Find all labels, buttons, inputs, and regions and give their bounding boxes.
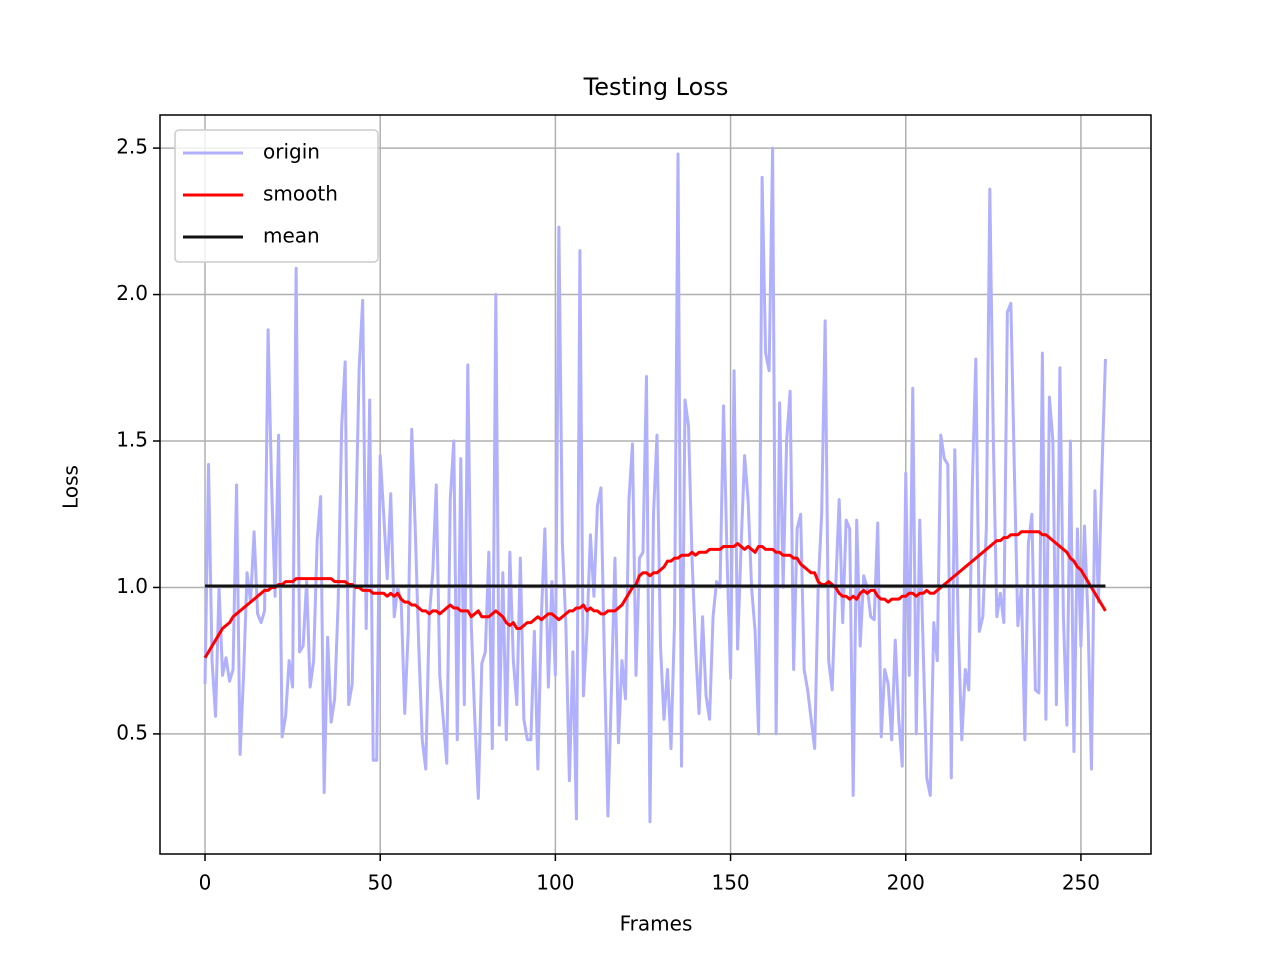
legend-label: mean: [263, 224, 320, 248]
legend-box: [174, 129, 379, 263]
x-tick-label: 0: [199, 871, 212, 895]
chart-title: Testing Loss: [583, 73, 729, 101]
x-tick-label: 250: [1062, 871, 1100, 895]
series-line: [203, 146, 1107, 824]
x-tick-label: 50: [367, 871, 392, 895]
legend-label: smooth: [263, 182, 338, 206]
x-tick-label: 100: [536, 871, 574, 895]
x-axis-label: Frames: [620, 912, 693, 936]
y-tick-label: 2.5: [116, 135, 148, 159]
y-tick-label: 0.5: [116, 720, 148, 744]
y-tick-label: 1.5: [116, 428, 148, 452]
y-axis-label: Loss: [59, 465, 83, 509]
x-tick-label: 150: [711, 871, 749, 895]
x-tick-label: 200: [887, 871, 925, 895]
y-tick-label: 2.0: [116, 281, 148, 305]
y-tick-label: 1.0: [116, 574, 148, 598]
legend-label: origin: [263, 140, 320, 164]
plot-frame: [159, 114, 1152, 855]
